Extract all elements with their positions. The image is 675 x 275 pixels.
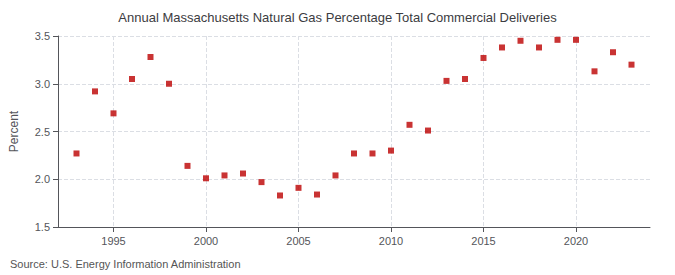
svg-text:2020: 2020 <box>564 235 588 247</box>
svg-text:2005: 2005 <box>286 235 310 247</box>
svg-text:2010: 2010 <box>379 235 403 247</box>
svg-text:3.5: 3.5 <box>35 30 50 42</box>
svg-text:2015: 2015 <box>471 235 495 247</box>
svg-text:Percent: Percent <box>7 110 21 152</box>
svg-text:2.5: 2.5 <box>35 126 50 138</box>
svg-text:2000: 2000 <box>194 235 218 247</box>
svg-text:3.0: 3.0 <box>35 78 50 90</box>
svg-text:Annual Massachusetts Natural G: Annual Massachusetts Natural Gas Percent… <box>118 10 557 25</box>
svg-text:1995: 1995 <box>101 235 125 247</box>
svg-text:Source: U.S. Energy Informatio: Source: U.S. Energy Information Administ… <box>10 258 241 270</box>
svg-text:2.0: 2.0 <box>35 173 50 185</box>
svg-text:1.5: 1.5 <box>35 221 50 233</box>
